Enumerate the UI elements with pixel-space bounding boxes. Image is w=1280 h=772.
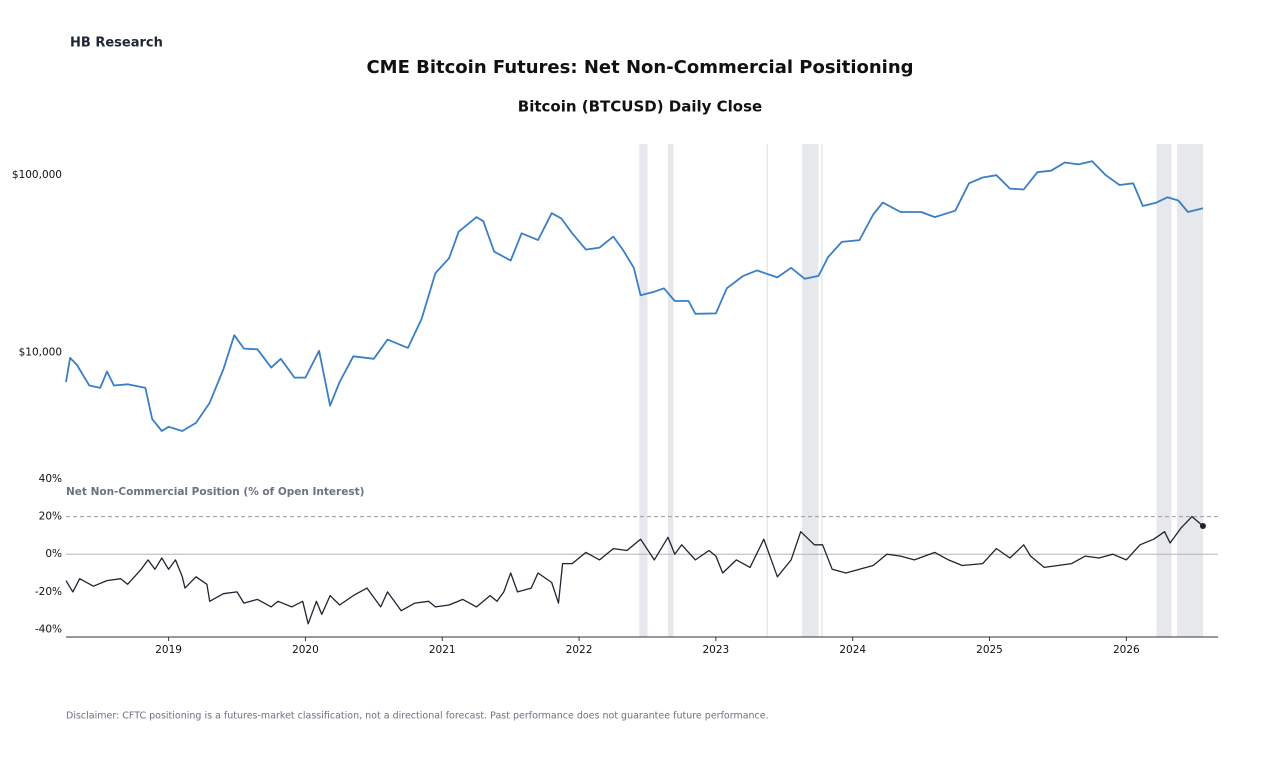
x-tick-label: 2019 [155, 644, 182, 656]
x-tick-label: 2022 [566, 644, 593, 656]
disclaimer: Disclaimer: CFTC positioning is a future… [66, 711, 769, 722]
shaded-period [667, 144, 674, 637]
x-tick-label: 2023 [703, 644, 730, 656]
shaded-period [766, 144, 769, 637]
brand: HB Research [70, 36, 163, 51]
panel-title: Net Non-Commercial Position (% of Open I… [66, 486, 364, 498]
last-point [1199, 523, 1206, 530]
shading-layer [639, 144, 1203, 637]
shaded-period [639, 144, 648, 637]
x-tick-label: 2021 [429, 644, 456, 656]
x-tick-label: 2024 [839, 644, 866, 656]
x-tick-label: 2020 [292, 644, 319, 656]
y-tick-label: 0% [45, 548, 62, 560]
shaded-period [1176, 144, 1203, 637]
y-tick-label: $10,000 [19, 346, 62, 358]
shaded-period [821, 144, 823, 637]
y-tick-label: 40% [39, 473, 62, 485]
x-tick-label: 2025 [976, 644, 1003, 656]
chart-title: CME Bitcoin Futures: Net Non-Commercial … [366, 57, 913, 78]
x-tick-label: 2026 [1113, 644, 1140, 656]
y-tick-label: -40% [35, 623, 62, 635]
shaded-period [802, 144, 819, 637]
y-tick-label: -20% [35, 586, 62, 598]
panel-title: Bitcoin (BTCUSD) Daily Close [518, 98, 762, 116]
shaded-period [1156, 144, 1172, 637]
y-tick-label: $100,000 [12, 169, 62, 181]
data-line [65, 160, 1204, 432]
data-line [65, 515, 1204, 625]
y-tick-label: 20% [39, 511, 62, 523]
